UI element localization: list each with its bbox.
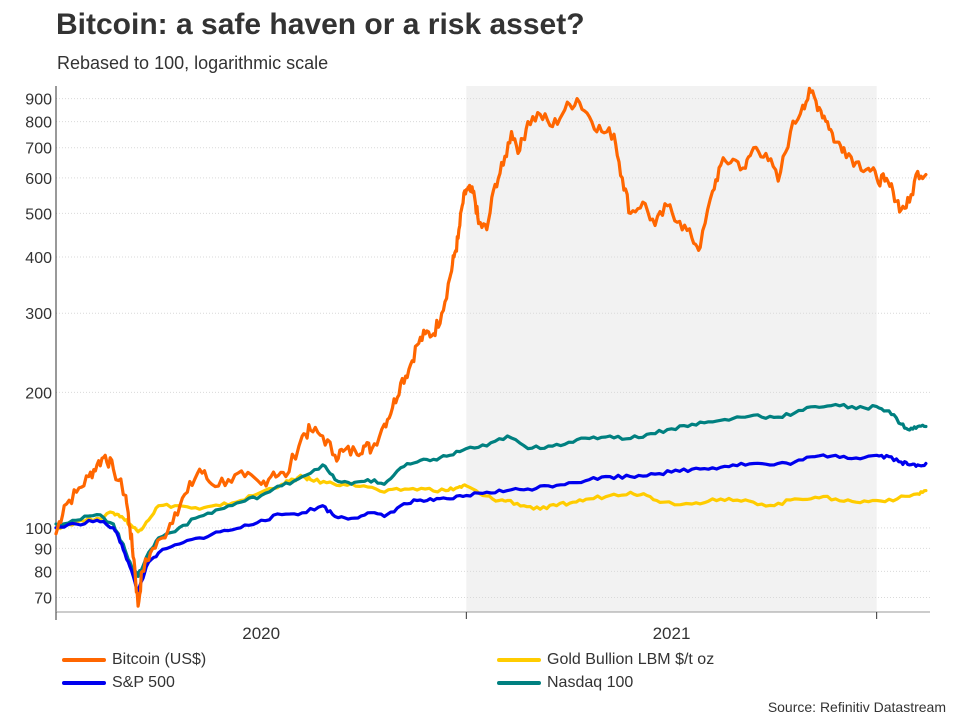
legend-swatch-nasdaq	[497, 681, 541, 685]
x-axis-ticks: 2020 2021	[55, 612, 878, 643]
legend-item-nasdaq: Nasdaq 100	[497, 674, 633, 692]
legend-swatch-sp500	[62, 681, 106, 685]
y-tick-label-70: 70	[34, 591, 52, 608]
y-tick-label-900: 900	[25, 92, 52, 109]
legend-item-sp500: S&P 500	[62, 674, 175, 692]
y-tick-label-80: 80	[34, 564, 52, 581]
series-line-s-p-500	[54, 453, 928, 594]
series-lines	[54, 86, 928, 608]
legend-item-bitcoin: Bitcoin (US$)	[62, 651, 206, 669]
legend-label-gold: Gold Bullion LBM $/t oz	[547, 651, 715, 668]
y-axis-ticks: 70 80 90 100 200 300 400 500 600 700 800 900	[25, 92, 52, 608]
series-line-bitcoin-us	[54, 86, 928, 608]
chart-subtitle: Rebased to 100, logarithmic scale	[57, 53, 329, 73]
legend-label-bitcoin: Bitcoin (US$)	[112, 651, 207, 668]
legend-swatch-gold	[497, 658, 541, 662]
y-tick-label-700: 700	[25, 141, 52, 158]
legend-label-nasdaq: Nasdaq 100	[547, 674, 634, 691]
y-tick-label-100: 100	[25, 521, 52, 538]
x-tick-label-2020: 2020	[242, 624, 280, 643]
legend-swatch-bitcoin	[62, 658, 106, 662]
y-tick-label-400: 400	[25, 250, 52, 267]
legend-label-sp500: S&P 500	[112, 674, 175, 691]
legend-item-gold: Gold Bullion LBM $/t oz	[497, 651, 714, 669]
y-tick-label-500: 500	[25, 206, 52, 223]
y-tick-label-600: 600	[25, 171, 52, 188]
y-tick-label-800: 800	[25, 115, 52, 132]
y-tick-label-200: 200	[25, 385, 52, 402]
source-note: Source: Refinitiv Datastream	[767, 699, 946, 715]
x-tick-label-2021: 2021	[653, 624, 691, 643]
y-tick-label-90: 90	[34, 541, 52, 558]
chart-title: Bitcoin: a safe haven or a risk asset?	[56, 8, 585, 41]
shaded-region	[466, 86, 877, 612]
y-tick-label-300: 300	[25, 306, 52, 323]
series-line-gold-bullion-lbm-t-oz	[54, 473, 928, 534]
